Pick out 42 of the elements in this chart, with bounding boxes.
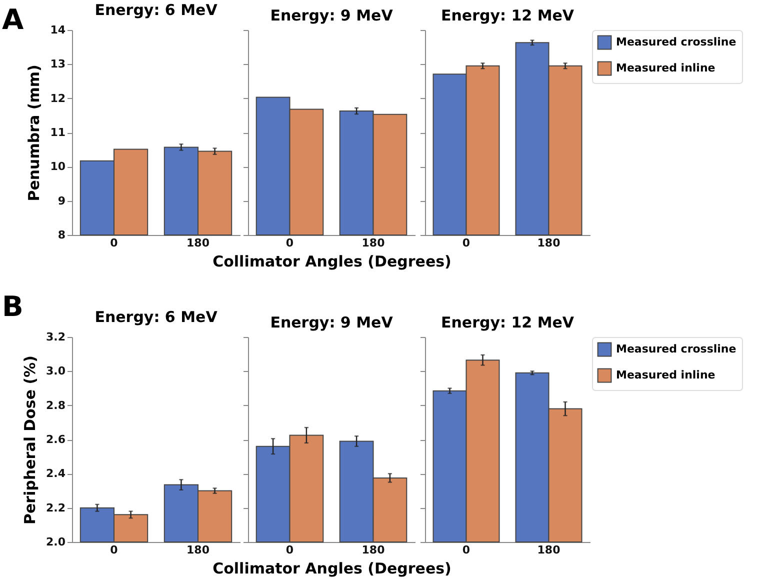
chart-title: Energy: 9 MeV — [270, 6, 394, 24]
x-tick-label: 0 — [286, 236, 294, 250]
y-tick-label: 2.8 — [46, 398, 66, 412]
y-tick-label: 10 — [50, 160, 66, 174]
chart-title: Energy: 6 MeV — [94, 1, 218, 19]
chart-title: Energy: 9 MeV — [270, 314, 394, 332]
text: B — [2, 290, 24, 323]
x-tick-label: 180 — [537, 236, 561, 250]
y-axis-title: Penumbra (mm) — [25, 64, 44, 202]
x-tick-label: 0 — [286, 544, 294, 556]
x-tick-label: 0 — [110, 544, 118, 556]
legend-label: Measured inline — [616, 62, 716, 74]
chart-title: Energy: 12 MeV — [440, 314, 574, 332]
x-tick-label: 180 — [362, 236, 386, 250]
legend-label: Measured crossline — [616, 342, 736, 356]
y-tick-label: 11 — [50, 126, 66, 139]
chart-title: Energy: 12 MeV — [440, 6, 574, 24]
x-tick-label: 0 — [110, 236, 118, 250]
x-tick-label: 0 — [462, 236, 470, 250]
y-axis-title: Peripheral Dose (%) — [21, 356, 40, 524]
y-tick-label: 12 — [50, 92, 66, 105]
y-tick-label: 8 — [58, 228, 66, 242]
y-tick-label: 2.6 — [46, 433, 66, 446]
x-axis-title: Collimator Angles (Degrees) — [212, 252, 452, 270]
y-tick-label: 3.0 — [46, 364, 66, 378]
y-tick-label: 2.4 — [46, 467, 66, 480]
y-tick-label: 2.0 — [46, 536, 66, 548]
text: A — [2, 3, 24, 36]
y-tick-label: 14 — [50, 24, 66, 36]
x-tick-label: 180 — [186, 236, 210, 250]
y-tick-label: 13 — [50, 58, 66, 71]
legend-label: Measured inline — [616, 368, 716, 382]
legend-label: Measured crossline — [616, 36, 736, 48]
x-tick-label: 180 — [362, 544, 386, 556]
y-tick-label: 2.2 — [46, 501, 66, 514]
x-tick-label: 0 — [462, 544, 470, 556]
y-tick-label: 9 — [58, 194, 66, 208]
chart-title: Energy: 6 MeV — [94, 308, 218, 326]
x-tick-label: 180 — [537, 544, 561, 556]
y-tick-label: 3.2 — [46, 330, 66, 344]
x-tick-label: 180 — [186, 544, 210, 556]
x-axis-title: Collimator Angles (Degrees) — [212, 560, 452, 578]
